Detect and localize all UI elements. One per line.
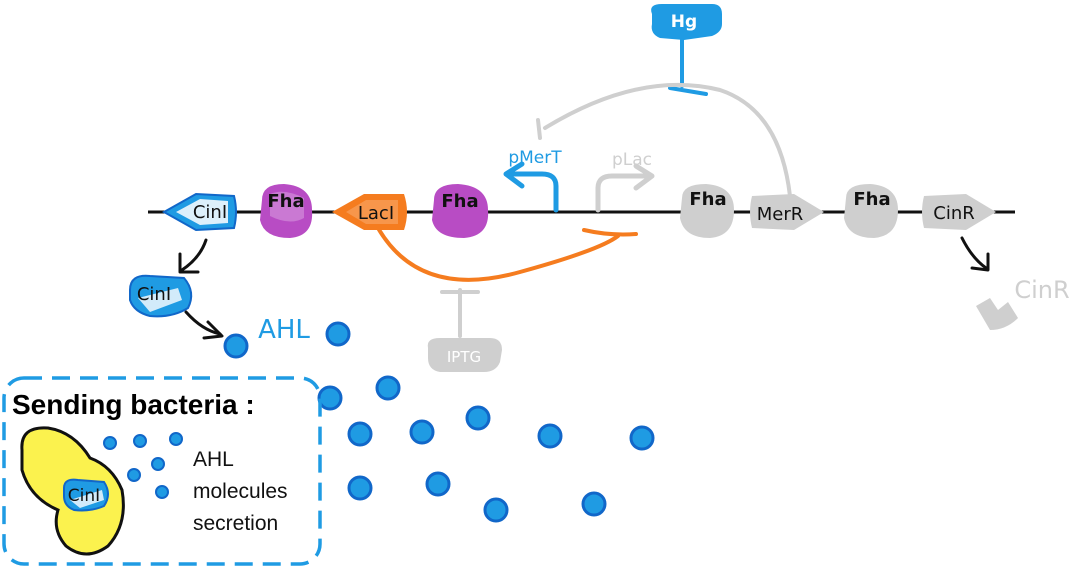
ahl-molecule (465, 405, 491, 431)
merr-gene: MerR (750, 194, 824, 230)
fha-2: Fha (432, 184, 489, 238)
cinr-protein-label: CinR (1014, 276, 1069, 304)
fha-3: Fha (680, 184, 734, 238)
ahl-molecule (375, 375, 401, 401)
cinl-protein-label: CinI (137, 284, 171, 305)
plac-promoter-arrow (595, 163, 655, 213)
legend-ahl-dot (133, 434, 147, 448)
ahl-label: AHL (258, 315, 310, 345)
ahl-molecule (425, 471, 451, 497)
legend-cell-label: CinI (68, 486, 100, 506)
cinl-protein: CinI (129, 274, 193, 318)
cinl-expression-arrow (178, 238, 208, 274)
merr-gene-label: MerR (757, 204, 804, 225)
fha-1-label: Fha (267, 191, 304, 212)
ahl-molecules (223, 321, 655, 523)
fha-1: Fha (260, 184, 313, 238)
laci-gene-label: LacI (358, 203, 394, 224)
cinl-gene: CinI (161, 192, 237, 232)
cinr-protein: CinR (976, 276, 1070, 330)
cinr-expression-arrow (960, 236, 990, 272)
ahl-molecule (629, 425, 655, 451)
legend-text-line3: secretion (193, 512, 278, 535)
ahl-molecule (325, 321, 351, 347)
pmert-promoter-arrow (503, 161, 559, 213)
ahl-molecule (223, 333, 249, 359)
ahl-molecule (409, 419, 435, 445)
fha-2-label: Fha (441, 191, 478, 212)
cinr-gene-label: CinR (933, 203, 974, 224)
legend-title: Sending bacteria : (12, 389, 255, 420)
cinr-gene: CinR (922, 194, 996, 230)
ahl-synthesis-arrow (184, 310, 224, 340)
hg-repression-line (668, 38, 708, 96)
cinl-gene-label: CinI (193, 202, 227, 223)
legend-text-line2: molecules (193, 480, 288, 503)
ahl-molecule (347, 475, 373, 501)
iptg-label: IPTG (447, 348, 481, 366)
laci-repression-arc (376, 226, 638, 282)
ahl-molecule (537, 423, 563, 449)
ahl-molecule (483, 497, 509, 523)
merr-repression-arc (536, 82, 792, 198)
iptg-repression-line (440, 288, 480, 338)
fha-4: Fha (844, 184, 898, 238)
legend-box: Sending bacteria : CinI AHL molecules se… (2, 376, 322, 566)
fha-3-label: Fha (689, 189, 726, 210)
legend-ahl-dot (151, 457, 165, 471)
iptg-tag: IPTG (427, 338, 502, 372)
pmert-label: pMerT (508, 148, 562, 168)
legend-text-line1: AHL (193, 448, 234, 471)
legend-ahl-dot (127, 468, 141, 482)
laci-gene: LacI (332, 194, 407, 230)
hg-tag: Hg (651, 4, 722, 40)
fha-4-label: Fha (853, 189, 890, 210)
ahl-molecule (347, 421, 373, 447)
legend-ahl-dot (103, 436, 117, 450)
ahl-molecule (317, 385, 343, 411)
hg-label: Hg (671, 12, 697, 32)
ahl-molecule (581, 491, 607, 517)
legend-ahl-dot (155, 485, 169, 499)
plac-label: pLac (612, 150, 652, 170)
legend-ahl-dot (169, 432, 183, 446)
